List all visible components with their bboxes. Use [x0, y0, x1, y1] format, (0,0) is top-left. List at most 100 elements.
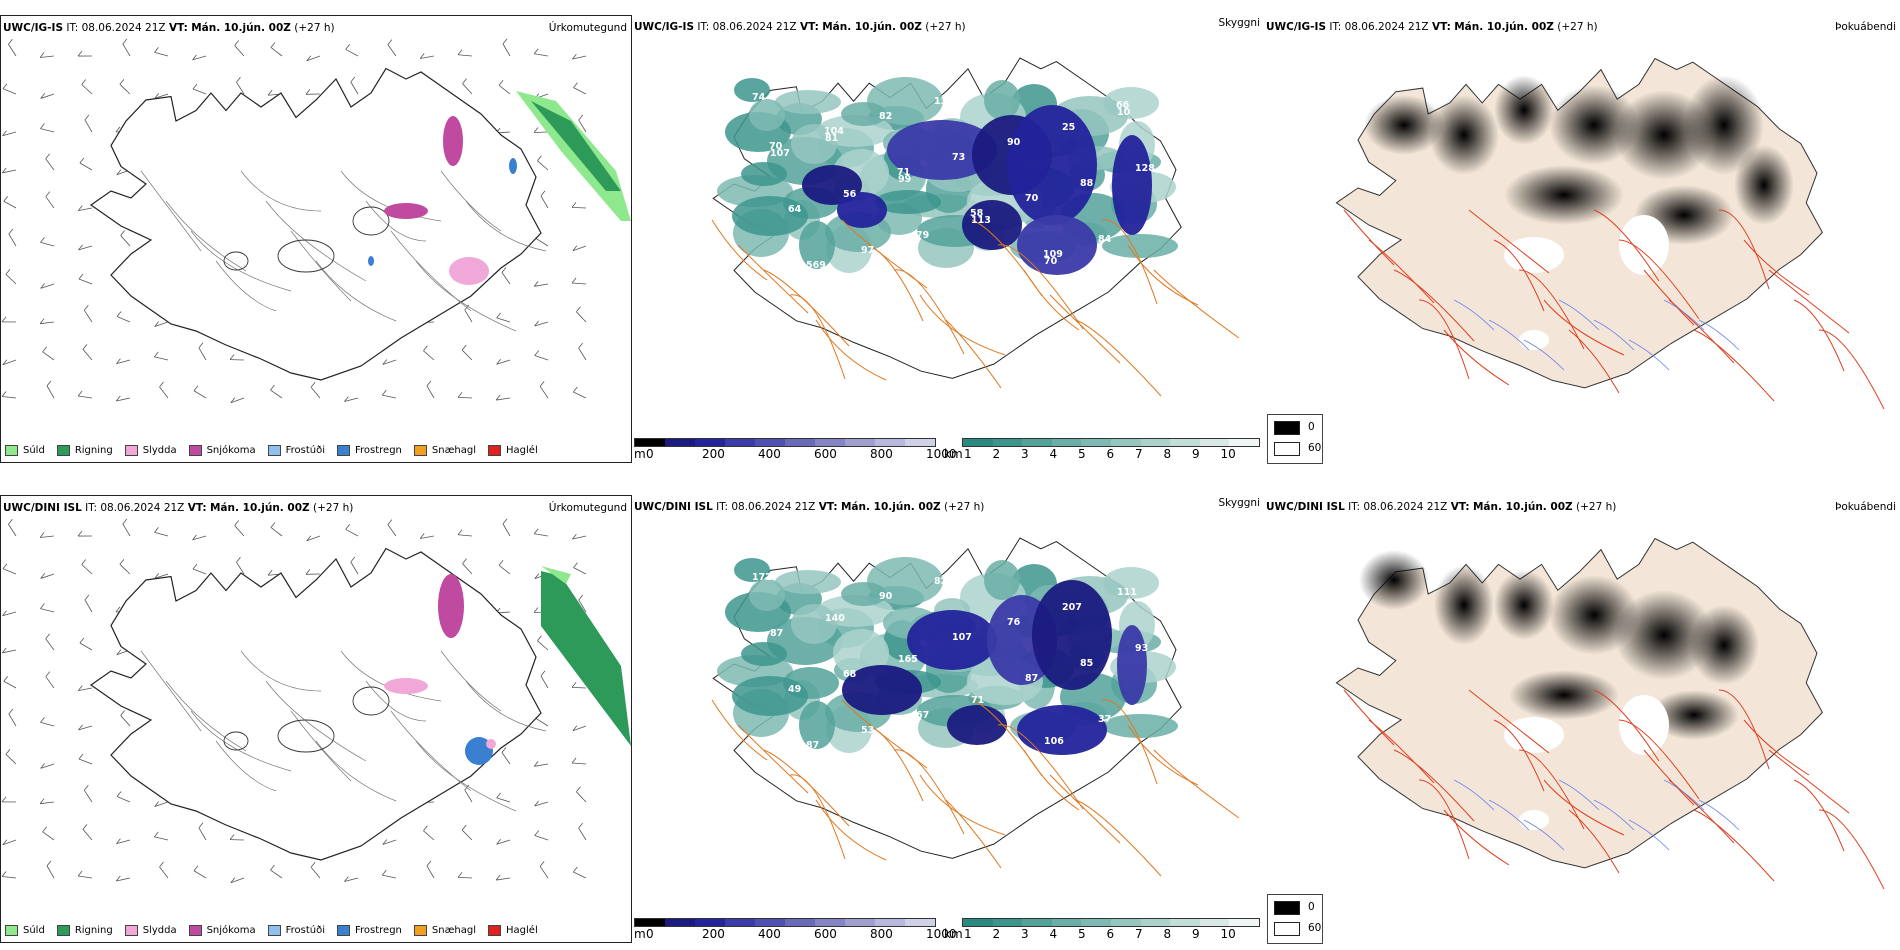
- ceiling-value: 66: [1116, 100, 1130, 111]
- ceiling-tick: 1000: [926, 927, 957, 941]
- ceiling-map-row1: 74 81 99 113 70 10 107 56 79 69 25 128 64 97 133 90 88 49…: [711, 57, 1240, 397]
- ceiling-value: 107: [952, 632, 972, 643]
- ceiling-value: 93: [1135, 643, 1148, 654]
- ceiling-colorbar: [634, 438, 936, 447]
- legend-label: Snjókoma: [206, 925, 256, 936]
- visibility-tick: 3: [1021, 927, 1029, 941]
- visibility-tick: 10: [1220, 927, 1236, 941]
- panel-header: UWC/DINI ISL IT: 08.06.2024 21Z VT: Mán.…: [634, 501, 985, 513]
- ceiling-value: 49: [1153, 219, 1166, 230]
- legend-label: Súld: [23, 445, 45, 456]
- ceiling-value: 25: [1062, 122, 1075, 133]
- ceiling-value: 107: [1171, 755, 1191, 766]
- ptype-legend-item: Slydda: [124, 925, 177, 936]
- ceiling-value: 79: [916, 230, 929, 241]
- ptype-legend-item: Súld: [5, 445, 45, 456]
- legend-swatch: [188, 925, 202, 936]
- legend-label: Haglél: [506, 445, 538, 456]
- ceiling-value: 53: [861, 725, 874, 736]
- visibility-tick: 8: [1163, 447, 1172, 461]
- legend-swatch: [413, 925, 427, 936]
- visibility-unit: km: [944, 927, 963, 941]
- ceiling-tick: 800: [870, 447, 893, 461]
- ptype-map-row1: [1, 38, 631, 404]
- legend-label: Frostúði: [285, 445, 325, 456]
- ptype-legend: Súld Rigning Slydda Snjókoma Frostúði Frostre…: [5, 925, 550, 936]
- fog-panel-row1: UWC/IG-IS IT: 08.06.2024 21Z VT: Mán. 10…: [1264, 15, 1900, 463]
- legend-label: Súld: [23, 925, 45, 936]
- ceiling-value: 90: [879, 591, 893, 602]
- visibility-tick: 4: [1049, 927, 1058, 941]
- fog-label-high: 60: [1308, 922, 1322, 934]
- legend-label: Frostúði: [285, 925, 325, 936]
- fog-legend: 0 60: [1267, 894, 1323, 944]
- visibility-tick: 9: [1192, 927, 1200, 941]
- fog-map-row1: [1335, 57, 1885, 410]
- visibility-unit: km: [944, 447, 963, 461]
- ceiling-unit: m: [634, 927, 646, 941]
- ceiling-value: 99: [898, 174, 911, 185]
- vis-title: Skyggni: [1218, 497, 1261, 509]
- legend-swatch: [188, 445, 202, 456]
- ceiling-value: 109: [1043, 249, 1063, 260]
- ptype-map-row2: [1, 518, 631, 884]
- ptype-legend-item: Frostúði: [267, 445, 325, 456]
- ceiling-tick: 200: [702, 447, 725, 461]
- ceiling-value: 70: [1044, 256, 1058, 267]
- fog-label-low: 0: [1308, 421, 1315, 433]
- ceiling-value: 87: [806, 740, 819, 751]
- ptype-legend-item: Frostregn: [337, 925, 402, 936]
- ceiling-value: 69: [989, 271, 1002, 282]
- ptype-legend-item: Snjókoma: [188, 925, 256, 936]
- visibility-colorbar: [962, 438, 1260, 447]
- ceiling-value: 70: [1025, 193, 1039, 204]
- legend-swatch: [337, 445, 350, 456]
- fog-label-high: 60: [1308, 442, 1322, 454]
- ceiling-value: 140: [825, 613, 845, 624]
- visibility-tick: 5: [1078, 927, 1086, 941]
- ceiling-value: 88: [1080, 178, 1094, 189]
- ceiling-unit: m: [634, 447, 646, 461]
- ceiling-value: 68: [1153, 699, 1167, 710]
- panel-header: UWC/DINI ISL IT: 08.06.2024 21Z VT: Mán.…: [3, 502, 354, 514]
- legend-label: Frostregn: [355, 925, 402, 936]
- fog-swatch-high: [1274, 442, 1300, 456]
- visibility-tick: 2: [992, 447, 1001, 461]
- visibility-tick: 2: [992, 927, 1001, 941]
- ptype-legend-item: Snæhagl: [413, 925, 476, 936]
- ceiling-value: 10: [1117, 107, 1131, 118]
- visibility-tick: 1: [964, 927, 972, 941]
- visibility-tick: 1: [964, 447, 972, 461]
- ceiling-tick: 200: [702, 927, 725, 941]
- ceiling-tick: 1000: [926, 447, 957, 461]
- ceiling-tick: 600: [814, 447, 837, 461]
- fog-label-low: 0: [1308, 901, 1315, 913]
- ptype-legend: Súld Rigning Slydda Snjókoma Frostúði Frostre…: [5, 445, 550, 456]
- legend-swatch: [267, 925, 281, 936]
- legend-swatch: [5, 925, 18, 936]
- visibility-tick: 6: [1106, 927, 1115, 941]
- ceiling-tick: 400: [758, 927, 781, 941]
- legend-label: Slydda: [142, 445, 177, 456]
- fog-title: Þokuábendi: [1835, 21, 1896, 33]
- ceiling-tick: 0: [646, 927, 654, 941]
- ceiling-value: 37: [1098, 714, 1111, 725]
- ceiling-value: 74: [752, 92, 766, 103]
- ceiling-value: 90: [1007, 137, 1021, 148]
- visibility-colorbar: [962, 918, 1260, 927]
- fog-swatch-low: [1274, 901, 1300, 915]
- ceiling-value: 82: [934, 576, 947, 587]
- panel-header: UWC/IG-IS IT: 08.06.2024 21Z VT: Mán. 10…: [1266, 21, 1598, 33]
- ptype-legend-item: Rigning: [56, 445, 113, 456]
- ptype-legend-item: Frostregn: [337, 445, 402, 456]
- ceiling-value: 64: [788, 204, 802, 215]
- legend-label: Frostregn: [355, 445, 402, 456]
- ceiling-tick: 600: [814, 927, 837, 941]
- vis-title: Skyggni: [1218, 17, 1261, 29]
- ceiling-value: 84: [1098, 234, 1112, 245]
- ceiling-value: 106: [1044, 736, 1064, 747]
- ptype-legend-item: Haglél: [488, 925, 538, 936]
- ceiling-value: 73: [952, 152, 965, 163]
- ceiling-tick: 800: [870, 927, 893, 941]
- ptype-panel-row1: UWC/IG-IS IT: 08.06.2024 21Z VT: Mán. 10…: [0, 15, 632, 463]
